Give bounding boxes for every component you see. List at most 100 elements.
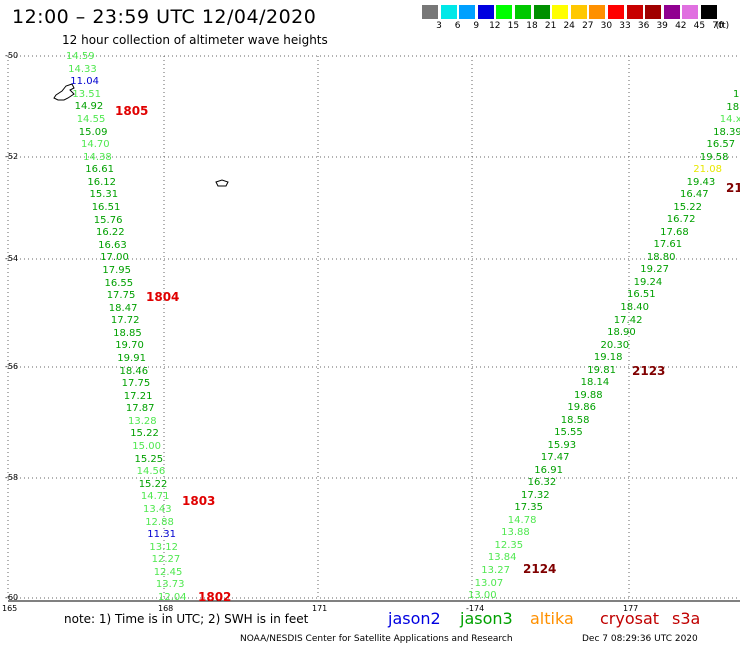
- footnote: note: 1) Time is in UTC; 2) SWH is in fe…: [64, 612, 309, 626]
- wave-height-label: 11.04: [70, 76, 99, 88]
- scale-label: 45: [693, 21, 706, 31]
- wave-height-label: 13.00: [468, 590, 497, 601]
- scale-swatch: [701, 5, 717, 19]
- scale-swatch: [589, 5, 606, 19]
- wave-height-label: 13.84: [487, 552, 517, 564]
- wave-height-label: 20.30: [600, 339, 630, 351]
- wave-height-label: 19.18: [593, 352, 623, 363]
- wave-height-label: 13.12: [149, 541, 179, 553]
- wave-height-label: 11.31: [147, 529, 176, 541]
- scale-swatch: [533, 5, 550, 19]
- latitude-label: -56: [5, 362, 19, 371]
- wave-height-label: 17.21: [123, 390, 153, 402]
- scale-label: 24: [563, 21, 575, 31]
- longitude-label: 177: [623, 604, 639, 613]
- wave-height-label: 15.09: [78, 126, 108, 138]
- scale-swatch: [663, 5, 680, 19]
- wave-height-label: 17.42: [613, 314, 643, 326]
- wave-height-label: 18.xx: [733, 89, 740, 100]
- wave-height-label: 12.35: [494, 539, 524, 551]
- wave-height-label: 18.xx: [726, 101, 740, 113]
- wave-height-label: 18.46: [119, 365, 149, 377]
- scale-label: 42: [675, 21, 687, 31]
- wave-height-label: 13.28: [128, 415, 157, 427]
- wave-height-label: 18.58: [560, 414, 590, 426]
- wave-height-label: 14.70: [81, 139, 110, 151]
- longitude-label: -174: [466, 604, 485, 613]
- wave-height-label: 14.xx: [719, 114, 740, 125]
- wave-height-label: 13.27: [481, 565, 510, 576]
- wave-height-label: 14.59: [66, 51, 95, 62]
- scale-label: 9: [473, 21, 480, 31]
- pass-label-1803: 1803: [182, 494, 216, 508]
- scale-swatch: [570, 5, 587, 19]
- scale-label: 27: [582, 21, 594, 31]
- pass-label-1804: 1804: [146, 290, 180, 304]
- wave-height-label: 19.24: [633, 276, 663, 288]
- wave-height-label: 15.00: [132, 441, 161, 452]
- wave-height-label: 14.71: [140, 491, 170, 503]
- wave-height-label: 13.07: [474, 577, 504, 589]
- wave-height-label: 14.92: [74, 101, 104, 113]
- wave-height-label: 14.78: [507, 514, 537, 526]
- map-subtitle: 12 hour collection of altimeter wave hei…: [62, 33, 328, 47]
- wave-height-label: 17.87: [125, 403, 155, 415]
- wave-height-label: 16.61: [85, 164, 114, 176]
- wave-height-label: 16.22: [96, 227, 125, 239]
- wave-height-label: 16.47: [680, 189, 709, 201]
- wave-height-label: 16.55: [104, 277, 134, 289]
- pass-label-2123: 2123: [632, 364, 666, 378]
- map-title: 12:00 – 23:59 UTC 12/04/2020: [12, 6, 317, 28]
- wave-height-label: 17.75: [121, 378, 151, 390]
- wave-height-label: 17.61: [653, 239, 683, 251]
- longitude-label: 171: [312, 604, 328, 613]
- wave-height-label: 18.90: [607, 327, 636, 338]
- latitude-label: -52: [5, 152, 19, 161]
- wave-height-label: 15.31: [89, 189, 119, 201]
- wave-height-label: 14.56: [136, 466, 166, 478]
- scale-swatch: [496, 5, 513, 19]
- wave-height-label: 16.72: [666, 214, 696, 226]
- campbell-island: [215, 179, 229, 187]
- wave-height-label: 13.88: [501, 527, 530, 539]
- wave-height-label: 16.51: [91, 202, 121, 213]
- wave-height-label: 17.00: [100, 252, 129, 264]
- wave-height-label: 16.91: [534, 464, 563, 476]
- wave-height-label: 19.91: [117, 353, 146, 364]
- scale-label: 30: [600, 21, 613, 31]
- scale-swatch: [626, 5, 643, 19]
- wave-height-label: 15.22: [138, 478, 168, 490]
- scale-label: 70: [712, 21, 724, 31]
- pass-label-1802: 1802: [198, 590, 232, 604]
- wave-height-label: 12.88: [145, 516, 174, 528]
- wave-height-label: 14.55: [76, 113, 106, 125]
- wave-height-label: 19.27: [640, 264, 669, 276]
- satellite-jason3: jason3: [460, 609, 513, 628]
- satellite-altika: altika: [530, 609, 574, 628]
- wave-height-label: 19.43: [686, 176, 716, 188]
- wave-height-label: 16.51: [627, 289, 656, 301]
- wave-height-label: 19.88: [574, 389, 603, 401]
- scale-label: 6: [454, 21, 461, 31]
- pass-label-2124: 2124: [523, 562, 557, 576]
- wave-height-label: 15.76: [93, 214, 123, 226]
- wave-height-label: 17.32: [521, 489, 550, 501]
- scale-swatch: [459, 5, 476, 19]
- wave-height-label: 15.55: [554, 427, 583, 439]
- satellite-s3a: s3a: [672, 609, 701, 628]
- wave-height-label: 15.22: [673, 201, 703, 213]
- wave-height-label: 19.86: [567, 402, 597, 414]
- longitude-label: 165: [2, 604, 18, 613]
- scale-swatch: [422, 5, 438, 19]
- pass-label-1805: 1805: [115, 104, 149, 118]
- scale-swatch: [682, 5, 699, 19]
- wave-height-label: 12.04: [158, 592, 187, 603]
- wave-height-label: 14.33: [68, 63, 97, 75]
- wave-height-label: 15.22: [130, 428, 159, 440]
- wave-height-label: 18.39: [713, 126, 740, 138]
- scale-label: 36: [637, 21, 650, 31]
- satellite-cryosat: cryosat: [600, 609, 660, 628]
- scale-swatch: [645, 5, 662, 19]
- wave-height-label: 18.85: [113, 327, 142, 339]
- latitude-label: -50: [5, 51, 19, 60]
